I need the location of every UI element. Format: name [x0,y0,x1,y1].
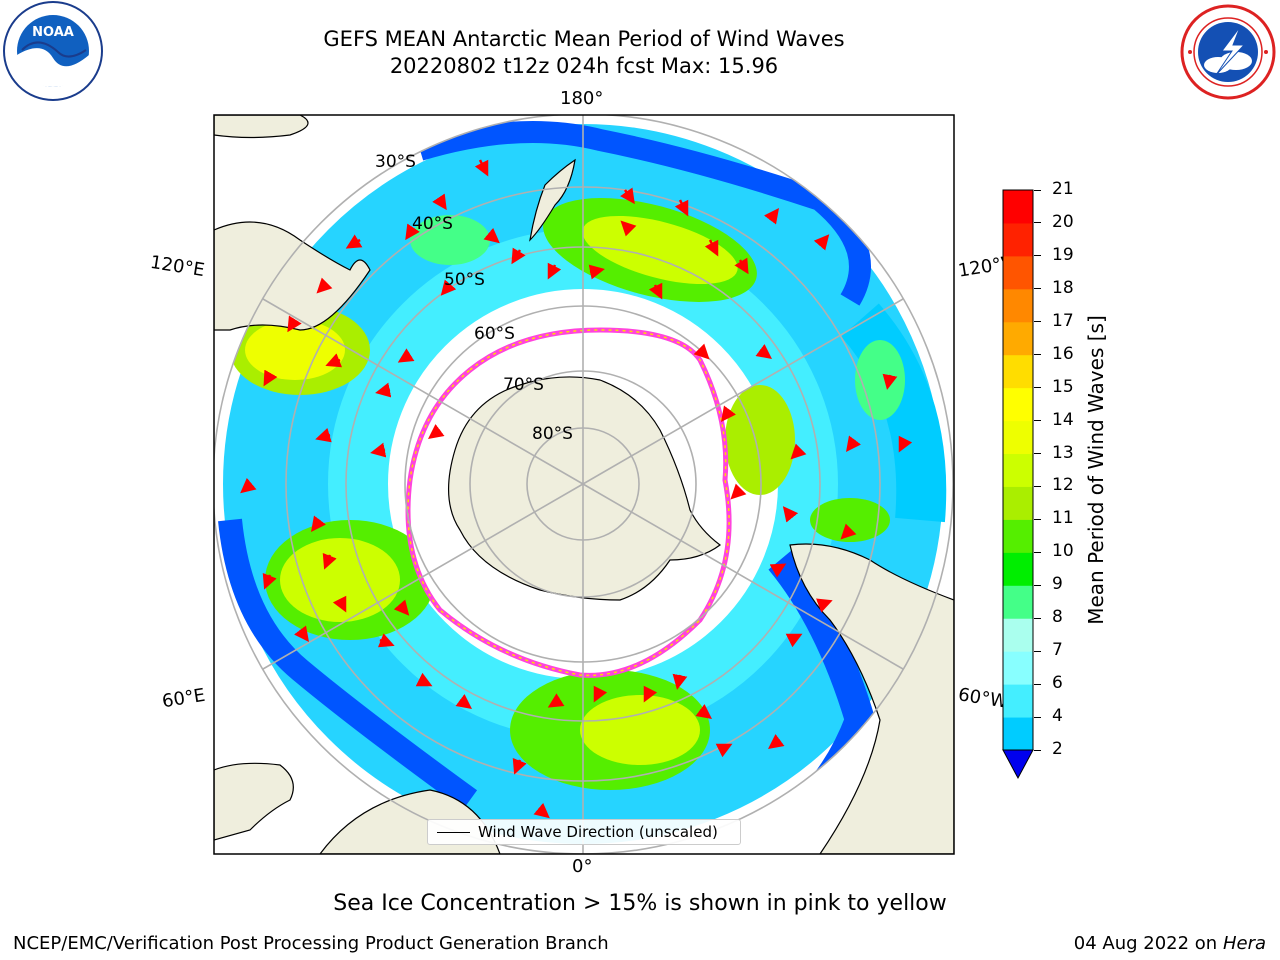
colorbar-tick-mark [1034,255,1041,257]
lat-label-30s: 30°S [375,152,416,172]
colorbar-tick-label: 19 [1052,244,1074,265]
colorbar-segment [1003,717,1033,751]
colorbar-tick-mark [1034,617,1041,619]
lat-label-50s: 50°S [444,270,485,290]
graticule [214,115,954,854]
colorbar-tick-label: 12 [1052,475,1074,496]
colorbar-tick-mark [1034,518,1041,520]
map-frame [213,114,955,855]
colorbar-segment [1003,651,1033,685]
issue-date: 04 Aug 2022 on Hera [1074,933,1266,954]
colorbar-tick-mark [1034,683,1041,685]
noaa-logo: NOAA [3,1,103,101]
sea-ice-caption: Sea Ice Concentration > 15% is shown in … [333,891,947,916]
producer-credit: NCEP/EMC/Verification Post Processing Pr… [13,933,609,954]
legend-label: Wind Wave Direction (unscaled) [478,823,718,841]
colorbar-tick-mark [1034,485,1041,487]
colorbar-tick-label: 2 [1052,739,1063,759]
colorbar-segment [1003,552,1033,586]
colorbar-tick-mark [1034,387,1041,389]
colorbar-segment [1003,387,1033,422]
colorbar [1002,189,1034,780]
chart-subtitle: 20220802 t12z 024h fcst Max: 15.96 [389,54,779,78]
lon-label-180: 180° [560,88,604,109]
colorbar-tick-mark [1034,222,1041,224]
colorbar-segment [1003,618,1033,652]
colorbar-tick-label: 13 [1052,442,1074,463]
lat-label-60s: 60°S [474,324,515,344]
colorbar-tick-mark [1034,321,1041,323]
colorbar-tick-label: 15 [1052,376,1074,397]
colorbar-tick-label: 21 [1052,179,1074,199]
colorbar-tick-label: 6 [1052,673,1063,694]
colorbar-tick-mark [1034,584,1041,586]
noaa-logo-text: NOAA [32,25,74,40]
lon-label-0: 0° [572,856,593,877]
issue-date-text: 04 Aug 2022 on [1073,933,1218,954]
colorbar-tick-mark [1034,650,1041,652]
colorbar-tick-label: 10 [1052,541,1074,562]
colorbar-tick-label: 18 [1052,277,1074,298]
lat-label-70s: 70°S [503,375,544,395]
colorbar-tick-label: 4 [1052,706,1063,727]
colorbar-extend-arrow [1002,749,1034,780]
colorbar-frame [1002,189,1034,751]
colorbar-tick-mark [1034,551,1041,553]
colorbar-segment [1003,486,1033,520]
wind-wave-direction-arrows [240,159,913,819]
colorbar-tick-mark [1034,716,1041,718]
colorbar-segment [1003,354,1033,389]
lat-label-40s: 40°S [412,214,453,234]
colorbar-tick-mark [1034,189,1041,191]
colorbar-segment [1003,288,1033,323]
colorbar-tick-label: 7 [1052,640,1063,661]
colorbar-tick-label: 16 [1052,343,1074,364]
system-name: Hera [1222,933,1266,954]
colorbar-tick-label: 8 [1052,607,1063,628]
colorbar-segment [1003,684,1033,718]
colorbar-tick-label: 20 [1052,211,1074,232]
legend-line-sample [437,832,470,833]
national-weather-service-logo [1180,4,1276,100]
colorbar-segment [1003,255,1033,290]
map-legend: Wind Wave Direction (unscaled) [427,819,741,845]
colorbar-tick-label: 11 [1052,508,1074,529]
colorbar-tick-mark [1034,354,1041,356]
colorbar-tick-label: 9 [1052,574,1063,595]
colorbar-segment [1003,420,1033,455]
colorbar-label: Mean Period of Wind Waves [s] [1084,315,1108,625]
colorbar-segment [1003,585,1033,619]
colorbar-tick-mark [1034,288,1041,290]
colorbar-segment [1003,222,1033,257]
colorbar-segment [1003,519,1033,553]
colorbar-tick-mark [1034,453,1041,455]
chart-title: GEFS MEAN Antarctic Mean Period of Wind … [323,27,845,51]
colorbar-tick-mark [1034,749,1041,751]
colorbar-tick-label: 17 [1052,310,1074,331]
colorbar-tick-label: 14 [1052,409,1074,430]
colorbar-tick-mark [1034,420,1041,422]
colorbar-segment [1003,190,1033,224]
lat-label-80s: 80°S [532,424,573,444]
colorbar-segment [1003,321,1033,356]
colorbar-segment [1003,453,1033,487]
